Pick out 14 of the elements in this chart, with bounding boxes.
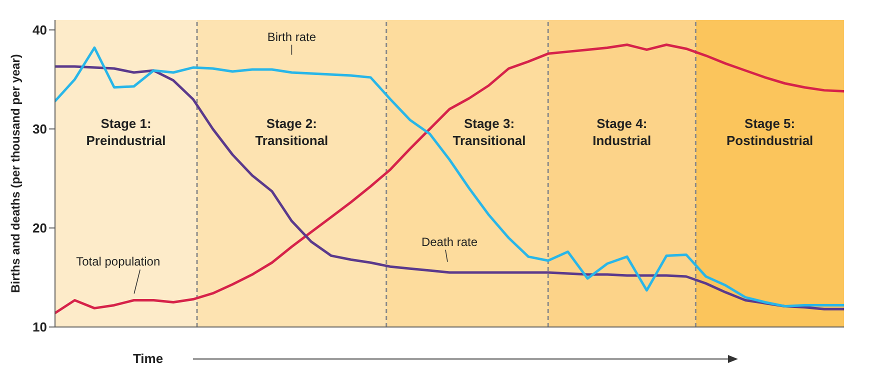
x-axis-title: Time	[132, 351, 164, 366]
text: Birth rate	[267, 30, 316, 44]
annotation: Stage 2: Transitional	[255, 116, 328, 148]
text: Total population	[76, 254, 160, 269]
series-label: Death rate	[421, 234, 478, 249]
annotation: Stage 1: Preindustrial	[86, 116, 166, 148]
y-tick-label: 40	[32, 22, 47, 38]
annotation: Stage 5: Postindustrial	[726, 116, 814, 148]
annotation: Stage 3: Transitional	[452, 116, 526, 148]
y-tick-label: 20	[32, 220, 47, 236]
y-axis-title: Births and deaths (per thousand per year)	[8, 54, 22, 293]
y-tick-label: 30	[32, 122, 47, 137]
y-tick-label: 10	[32, 320, 47, 335]
annotation: Stage 4: Industrial	[592, 116, 652, 148]
